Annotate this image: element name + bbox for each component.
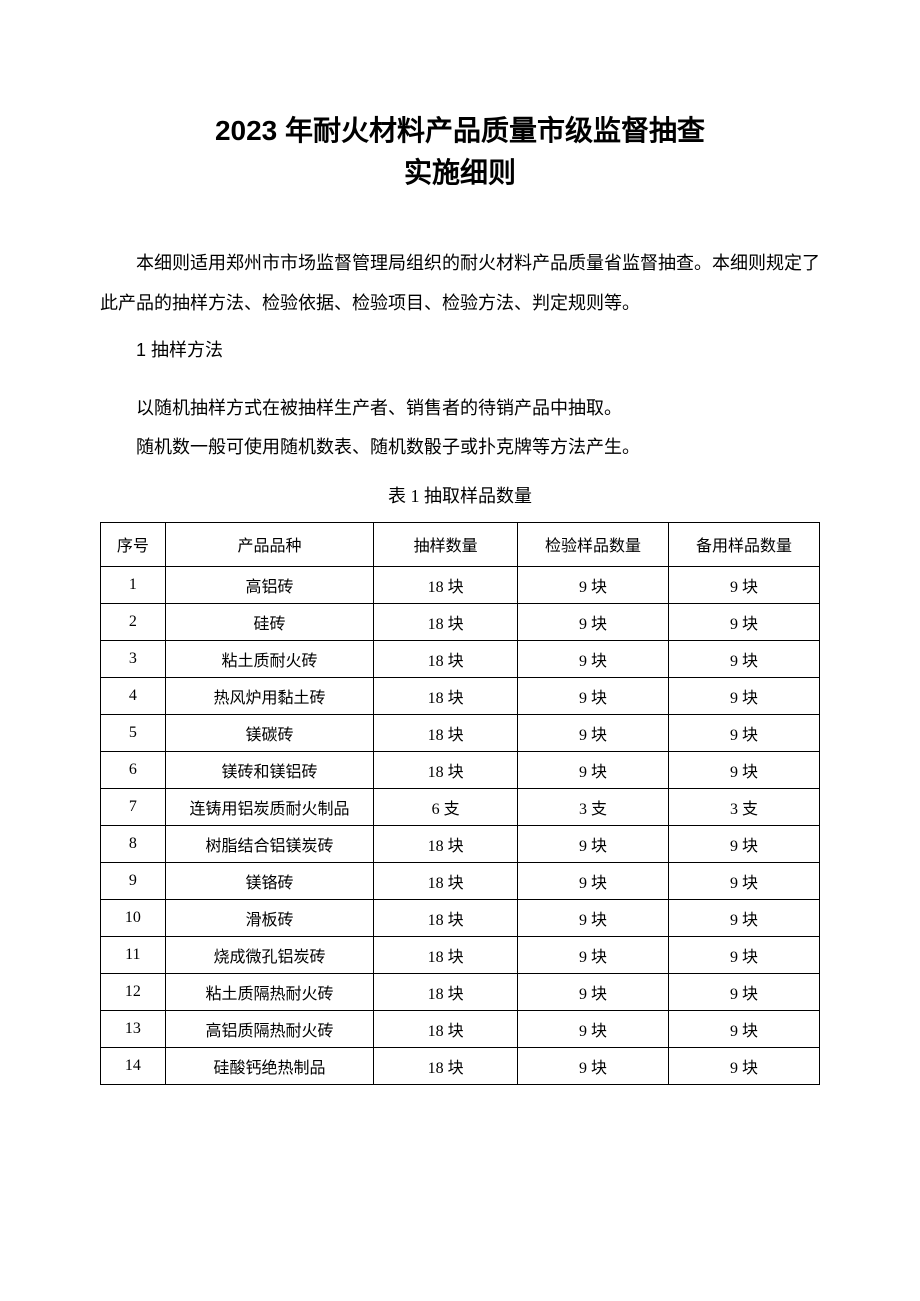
table-cell: 18 块 [374,936,518,973]
table-cell: 镁砖和镁铝砖 [165,751,374,788]
table-cell: 9 块 [668,899,819,936]
table-cell: 6 支 [374,788,518,825]
table-cell: 硅酸钙绝热制品 [165,1047,374,1084]
table-row: 14硅酸钙绝热制品18 块9 块9 块 [101,1047,820,1084]
table-cell: 9 块 [668,640,819,677]
table-cell: 1 [101,566,166,603]
table-cell: 18 块 [374,640,518,677]
table-cell: 18 块 [374,677,518,714]
table-cell: 9 块 [518,640,669,677]
table-cell: 烧成微孔铝炭砖 [165,936,374,973]
table-1: 序号 产品品种 抽样数量 检验样品数量 备用样品数量 1高铝砖18 块9 块9 … [100,522,820,1085]
table-cell: 3 [101,640,166,677]
title-line-2: 实施细则 [100,152,820,194]
table-cell: 9 块 [518,677,669,714]
table-cell: 高铝质隔热耐火砖 [165,1010,374,1047]
table-cell: 9 块 [518,825,669,862]
col-header-test: 检验样品数量 [518,522,669,566]
table-cell: 9 块 [518,1010,669,1047]
table-cell: 9 [101,862,166,899]
table-row: 13高铝质隔热耐火砖18 块9 块9 块 [101,1010,820,1047]
table-cell: 18 块 [374,566,518,603]
table-row: 6镁砖和镁铝砖18 块9 块9 块 [101,751,820,788]
table-row: 10滑板砖18 块9 块9 块 [101,899,820,936]
table-cell: 5 [101,714,166,751]
table-row: 7连铸用铝炭质耐火制品6 支3 支3 支 [101,788,820,825]
table-cell: 18 块 [374,862,518,899]
table-row: 12粘土质隔热耐火砖18 块9 块9 块 [101,973,820,1010]
table-row: 3粘土质耐火砖18 块9 块9 块 [101,640,820,677]
table-cell: 9 块 [668,751,819,788]
table-cell: 9 块 [518,899,669,936]
table-cell: 高铝砖 [165,566,374,603]
table-cell: 18 块 [374,973,518,1010]
table-cell: 9 块 [518,1047,669,1084]
table-cell: 18 块 [374,899,518,936]
table-cell: 9 块 [668,677,819,714]
table-cell: 9 块 [668,566,819,603]
table-cell: 9 块 [518,603,669,640]
table-cell: 18 块 [374,714,518,751]
table-cell: 3 支 [668,788,819,825]
section-1-p2: 随机数一般可使用随机数表、随机数骰子或扑克牌等方法产生。 [100,428,820,468]
table-cell: 9 块 [668,714,819,751]
table-cell: 树脂结合铝镁炭砖 [165,825,374,862]
table-cell: 18 块 [374,1010,518,1047]
col-header-sample: 抽样数量 [374,522,518,566]
table-cell: 8 [101,825,166,862]
table-cell: 11 [101,936,166,973]
table-header-row: 序号 产品品种 抽样数量 检验样品数量 备用样品数量 [101,522,820,566]
table-1-caption: 表 1 抽取样品数量 [100,482,820,508]
table-row: 4热风炉用黏土砖18 块9 块9 块 [101,677,820,714]
table-cell: 粘土质耐火砖 [165,640,374,677]
table-cell: 9 块 [668,936,819,973]
table-cell: 9 块 [518,714,669,751]
table-cell: 9 块 [668,1047,819,1084]
table-cell: 2 [101,603,166,640]
col-header-product: 产品品种 [165,522,374,566]
table-cell: 镁铬砖 [165,862,374,899]
table-row: 2硅砖18 块9 块9 块 [101,603,820,640]
table-cell: 热风炉用黏土砖 [165,677,374,714]
table-cell: 4 [101,677,166,714]
table-cell: 9 块 [668,973,819,1010]
table-cell: 连铸用铝炭质耐火制品 [165,788,374,825]
table-row: 9镁铬砖18 块9 块9 块 [101,862,820,899]
table-cell: 硅砖 [165,603,374,640]
col-header-backup: 备用样品数量 [668,522,819,566]
table-cell: 粘土质隔热耐火砖 [165,973,374,1010]
table-cell: 9 块 [518,566,669,603]
table-cell: 9 块 [518,862,669,899]
section-1-p1: 以随机抽样方式在被抽样生产者、销售者的待销产品中抽取。 [100,389,820,429]
page-title: 2023 年耐火材料产品质量市级监督抽查 实施细则 [100,110,820,194]
table-row: 11烧成微孔铝炭砖18 块9 块9 块 [101,936,820,973]
table-cell: 9 块 [668,603,819,640]
table-cell: 12 [101,973,166,1010]
table-cell: 9 块 [518,973,669,1010]
table-cell: 6 [101,751,166,788]
table-cell: 18 块 [374,751,518,788]
table-row: 8树脂结合铝镁炭砖18 块9 块9 块 [101,825,820,862]
table-cell: 9 块 [668,1010,819,1047]
title-line-1: 2023 年耐火材料产品质量市级监督抽查 [100,110,820,152]
table-cell: 9 块 [668,862,819,899]
table-cell: 18 块 [374,825,518,862]
table-cell: 14 [101,1047,166,1084]
table-cell: 9 块 [518,751,669,788]
table-cell: 9 块 [668,825,819,862]
table-row: 1高铝砖18 块9 块9 块 [101,566,820,603]
col-header-seq: 序号 [101,522,166,566]
table-cell: 7 [101,788,166,825]
section-1-heading: 1 抽样方法 [100,331,820,371]
table-cell: 18 块 [374,1047,518,1084]
table-cell: 9 块 [518,936,669,973]
table-cell: 镁碳砖 [165,714,374,751]
table-cell: 18 块 [374,603,518,640]
table-cell: 3 支 [518,788,669,825]
table-cell: 13 [101,1010,166,1047]
table-cell: 10 [101,899,166,936]
table-row: 5镁碳砖18 块9 块9 块 [101,714,820,751]
table-cell: 滑板砖 [165,899,374,936]
intro-paragraph: 本细则适用郑州市市场监督管理局组织的耐火材料产品质量省监督抽查。本细则规定了此产… [100,244,820,323]
